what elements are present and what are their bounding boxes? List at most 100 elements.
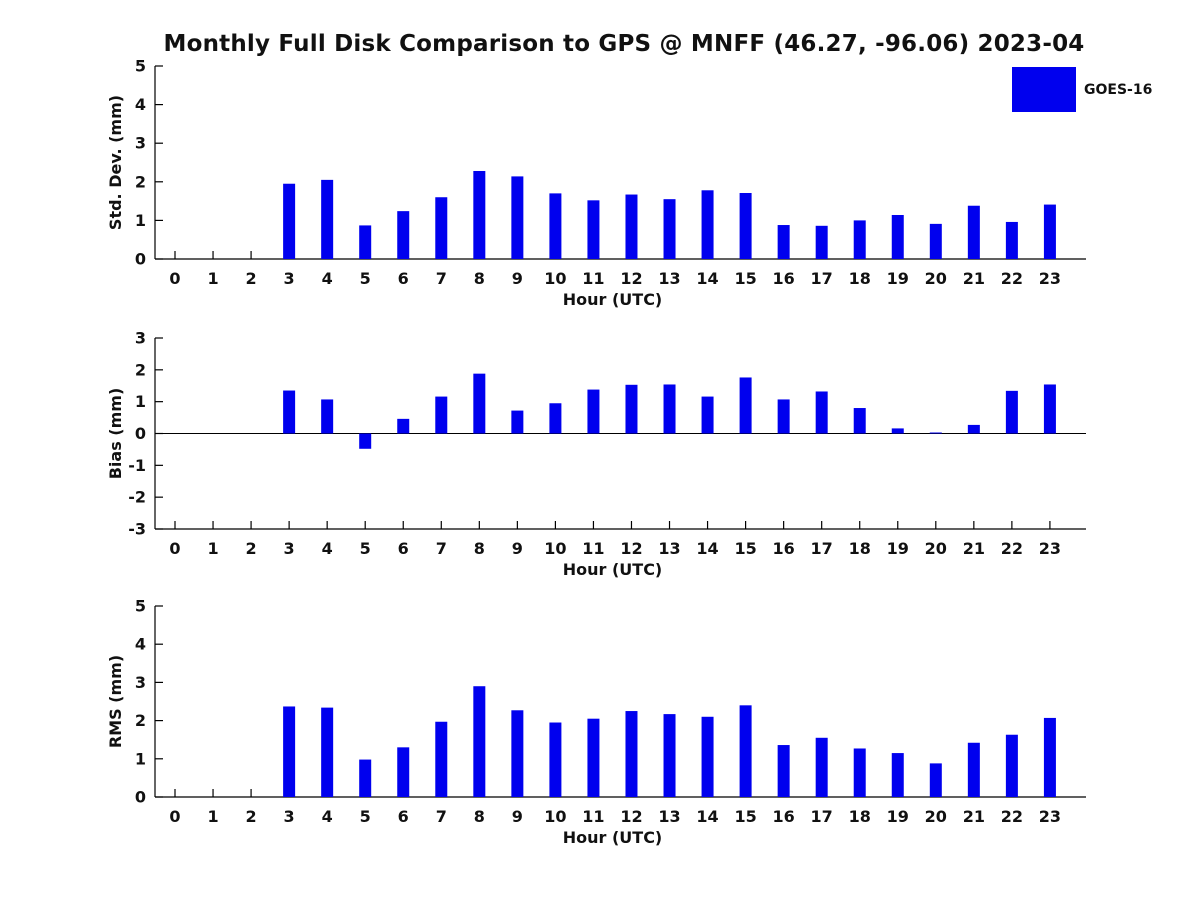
bar-hour-22	[1005, 734, 1018, 797]
x-tick-label: 1	[207, 539, 218, 558]
bar-hour-14	[701, 190, 714, 259]
x-tick-label: 21	[963, 539, 985, 558]
x-tick-label: 20	[925, 539, 947, 558]
bar-hour-4	[321, 707, 334, 797]
x-tick-label: 8	[474, 539, 485, 558]
bar-hour-9	[511, 410, 524, 434]
bar-hour-14	[701, 396, 714, 434]
x-tick-label: 9	[512, 269, 523, 288]
x-tick-label: 6	[398, 807, 409, 826]
x-tick-label: 21	[963, 269, 985, 288]
y-axis-label: Std. Dev. (mm)	[106, 95, 125, 230]
x-tick-label: 20	[925, 269, 947, 288]
bar-hour-3	[283, 706, 296, 797]
x-tick-label: 10	[544, 539, 566, 558]
x-tick-label: 19	[887, 269, 909, 288]
x-tick-label: 22	[1001, 269, 1023, 288]
x-tick-label: 23	[1039, 269, 1061, 288]
y-tick-label: 3	[135, 673, 146, 692]
bar-hour-9	[511, 176, 524, 259]
x-tick-label: 2	[246, 807, 257, 826]
bar-hour-6	[397, 418, 410, 434]
bar-hour-10	[549, 193, 562, 259]
x-tick-label: 13	[658, 807, 680, 826]
bar-hour-23	[1043, 204, 1056, 259]
bar-hour-8	[473, 686, 486, 797]
x-tick-label: 9	[512, 539, 523, 558]
bar-hour-19	[891, 753, 904, 797]
x-tick-label: 19	[887, 807, 909, 826]
bar-hour-19	[891, 214, 904, 259]
x-tick-label: 22	[1001, 807, 1023, 826]
bar-hour-15	[739, 192, 752, 259]
bar-hour-20	[929, 223, 942, 259]
x-tick-label: 0	[169, 269, 180, 288]
x-axis-label: Hour (UTC)	[563, 828, 663, 847]
x-tick-label: 21	[963, 807, 985, 826]
x-tick-label: 19	[887, 539, 909, 558]
bar-hour-13	[663, 199, 676, 259]
y-axis-label: Bias (mm)	[106, 388, 125, 480]
x-tick-label: 17	[811, 807, 833, 826]
x-tick-label: 15	[734, 807, 756, 826]
x-tick-label: 11	[582, 269, 604, 288]
x-tick-label: 12	[620, 807, 642, 826]
bar-hour-8	[473, 373, 486, 434]
bar-hour-13	[663, 714, 676, 797]
x-tick-label: 18	[849, 807, 871, 826]
bar-hour-11	[587, 200, 600, 259]
bar-hour-3	[283, 390, 296, 434]
bar-hour-5	[359, 433, 372, 449]
y-tick-label: 0	[135, 250, 146, 269]
bar-hour-21	[967, 205, 980, 259]
x-tick-label: 16	[773, 539, 795, 558]
bar-hour-6	[397, 747, 410, 797]
bar-hour-4	[321, 179, 334, 259]
x-tick-label: 8	[474, 807, 485, 826]
x-tick-label: 14	[696, 539, 718, 558]
chart-title: Monthly Full Disk Comparison to GPS @ MN…	[163, 31, 1085, 57]
x-tick-label: 1	[207, 269, 218, 288]
y-tick-label: 5	[135, 57, 146, 76]
x-tick-label: 3	[284, 539, 295, 558]
y-tick-label: -2	[128, 488, 146, 507]
x-tick-label: 20	[925, 807, 947, 826]
bar-hour-14	[701, 716, 714, 797]
bar-hour-22	[1005, 390, 1018, 434]
x-tick-label: 6	[398, 269, 409, 288]
x-tick-label: 10	[544, 807, 566, 826]
y-tick-label: 1	[135, 211, 146, 230]
x-tick-label: 18	[849, 269, 871, 288]
bar-hour-11	[587, 718, 600, 797]
bar-hour-11	[587, 389, 600, 434]
bar-hour-9	[511, 710, 524, 797]
x-tick-label: 13	[658, 539, 680, 558]
y-tick-label: 1	[135, 749, 146, 768]
y-tick-label: -1	[128, 456, 146, 475]
x-tick-label: 14	[696, 807, 718, 826]
y-tick-label: 2	[135, 360, 146, 379]
bar-hour-15	[739, 377, 752, 434]
bar-hour-17	[815, 225, 828, 259]
x-tick-label: 2	[246, 269, 257, 288]
x-tick-label: 0	[169, 807, 180, 826]
bar-hour-16	[777, 745, 790, 797]
bar-hour-5	[359, 225, 372, 259]
y-tick-label: 4	[135, 95, 146, 114]
y-tick-label: 1	[135, 392, 146, 411]
y-tick-label: 2	[135, 172, 146, 191]
x-tick-label: 17	[811, 269, 833, 288]
bar-hour-23	[1043, 717, 1056, 797]
bar-hour-12	[625, 711, 638, 797]
bar-hour-16	[777, 225, 790, 259]
y-tick-label: 5	[135, 597, 146, 616]
x-tick-label: 23	[1039, 539, 1061, 558]
x-axis-label: Hour (UTC)	[563, 560, 663, 579]
x-tick-label: 0	[169, 539, 180, 558]
bar-hour-7	[435, 721, 448, 797]
bar-hour-17	[815, 391, 828, 434]
